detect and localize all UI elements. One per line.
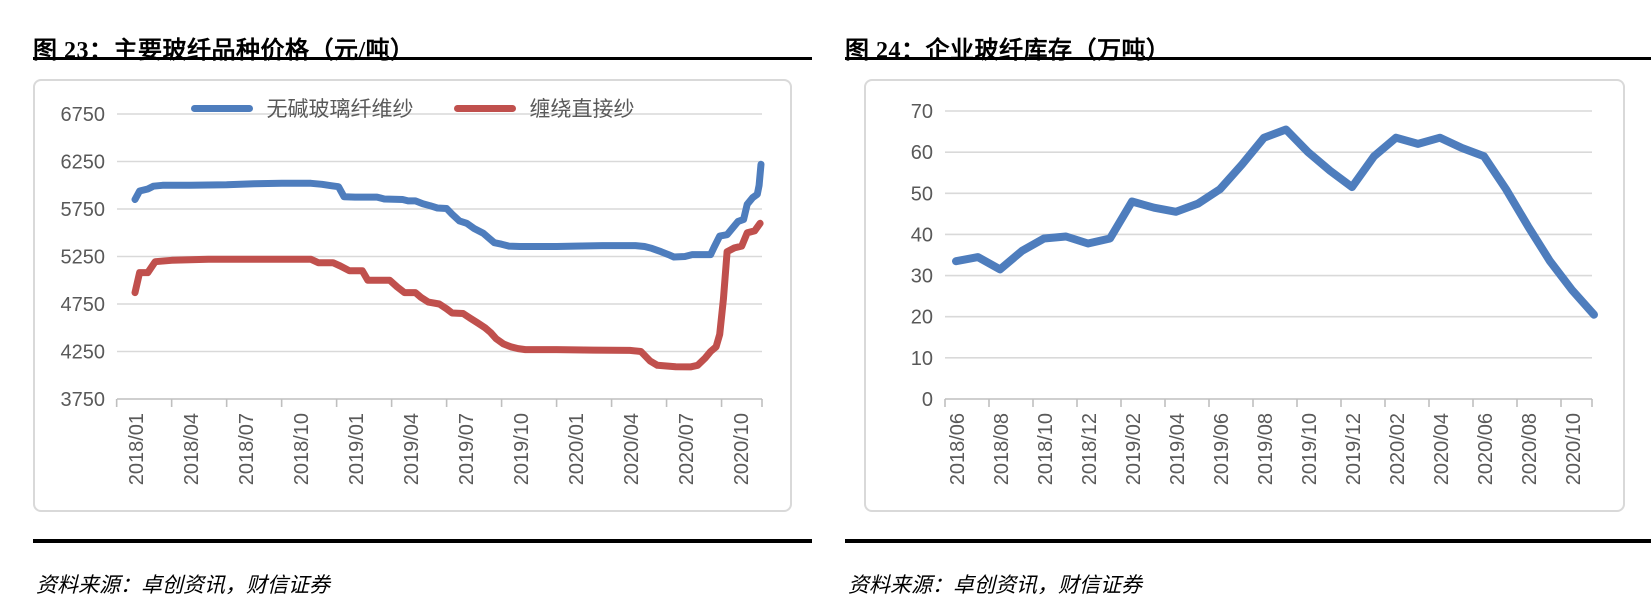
- y-tick-label: 30: [911, 266, 933, 288]
- x-tick-label: 2020/04: [1431, 413, 1453, 485]
- y-tick-label: 5750: [61, 199, 106, 221]
- x-tick-label: 2019/10: [511, 413, 533, 485]
- figure-23-bottom-rule: [33, 539, 812, 543]
- figure-24-bottom-rule: [845, 539, 1651, 543]
- series-line-red: [131, 219, 764, 371]
- x-tick-label: 2018/07: [236, 413, 258, 485]
- y-tick-label: 6250: [61, 152, 106, 174]
- x-tick-label: 2020/04: [621, 413, 643, 485]
- y-tick-label: 20: [911, 307, 933, 329]
- x-tick-label: 2019/06: [1211, 413, 1233, 485]
- figure-24-source: 资料来源：卓创资讯，财信证券: [848, 573, 1142, 597]
- legend-label: 缠绕直接纱: [529, 98, 635, 121]
- y-tick-label: 6750: [61, 104, 106, 126]
- y-tick-label: 10: [911, 348, 933, 370]
- y-tick-label: 3750: [61, 389, 106, 411]
- x-tick-label: 2019/01: [346, 413, 368, 485]
- figure-24-title-rule: [845, 57, 1651, 60]
- inventory-chart-plot: 0 10 20 30 40 50 60 70 2018/06 2018/08 2018/10 2018…: [911, 101, 1598, 485]
- x-tick-label: 2018/12: [1079, 413, 1101, 485]
- x-tick-label: 2019/02: [1123, 413, 1145, 485]
- y-tick-label: 5250: [61, 247, 106, 269]
- x-tick-label: 2020/07: [676, 413, 698, 485]
- figure-23-title-rule: [33, 57, 812, 60]
- x-tick-label: 2020/08: [1519, 413, 1541, 485]
- x-tick-label: 2020/10: [731, 413, 753, 485]
- y-tick-label: 4250: [61, 342, 106, 364]
- x-tick-label: 2020/10: [1563, 413, 1585, 485]
- x-tick-label: 2019/10: [1299, 413, 1321, 485]
- legend-swatch: [453, 104, 516, 112]
- y-tick-label: 0: [922, 389, 933, 411]
- legend-swatch: [190, 104, 253, 112]
- x-tick-label: 2020/06: [1475, 413, 1497, 485]
- y-tick-label: 70: [911, 101, 933, 123]
- y-tick-label: 40: [911, 224, 933, 246]
- y-tick-label: 4750: [61, 294, 106, 316]
- figure-24-chart-area: 0 10 20 30 40 50 60 70 2018/06 2018/08 2018/10 2018…: [864, 79, 1625, 512]
- x-tick-label: 2018/10: [1035, 413, 1057, 485]
- price-chart-plot: 3750 4250 4750 5250 5750 6250 6750 2018/01 2018/…: [61, 104, 765, 485]
- price-chart-legend: 无碱玻璃纤维纱 缠绕直接纱: [35, 93, 790, 123]
- x-tick-label: 2020/01: [566, 413, 588, 485]
- series-line-blue: [131, 160, 765, 261]
- legend-label: 无碱玻璃纤维纱: [266, 98, 414, 121]
- series-line-blue: [952, 125, 1598, 319]
- x-tick-label: 2018/06: [947, 413, 969, 485]
- x-tick-label: 2018/01: [126, 413, 148, 485]
- x-tick-label: 2018/08: [991, 413, 1013, 485]
- x-tick-label: 2020/02: [1387, 413, 1409, 485]
- figure-23-chart-area: 3750 4250 4750 5250 5750 6250 6750 2018/01 2018/…: [33, 79, 792, 512]
- x-tick-label: 2019/08: [1255, 413, 1277, 485]
- x-tick-label: 2018/04: [181, 413, 203, 485]
- x-tick-label: 2018/10: [291, 413, 313, 485]
- y-tick-label: 60: [911, 142, 933, 164]
- x-tick-label: 2019/07: [456, 413, 478, 485]
- x-tick-label: 2019/04: [1167, 413, 1189, 485]
- x-tick-label: 2019/04: [401, 413, 423, 485]
- y-tick-label: 50: [911, 183, 933, 205]
- x-tick-label: 2019/12: [1343, 413, 1365, 485]
- figure-23-source: 资料来源：卓创资讯，财信证券: [36, 573, 330, 597]
